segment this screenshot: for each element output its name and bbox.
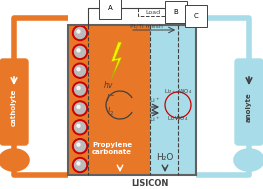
Circle shape	[74, 28, 85, 39]
FancyBboxPatch shape	[235, 59, 263, 145]
Text: Pt/Ti mesh: Pt/Ti mesh	[130, 23, 163, 28]
Text: Load: Load	[145, 9, 161, 15]
Circle shape	[74, 122, 85, 133]
Circle shape	[74, 160, 85, 170]
Text: Propylene
carbonate: Propylene carbonate	[92, 142, 132, 154]
Text: LISICON: LISICON	[131, 178, 169, 187]
Text: $I^-$: $I^-$	[106, 92, 116, 103]
Circle shape	[73, 63, 88, 78]
Text: A: A	[108, 5, 112, 11]
Circle shape	[73, 44, 88, 59]
Circle shape	[73, 26, 88, 40]
Circle shape	[77, 162, 80, 165]
Circle shape	[73, 82, 88, 97]
Circle shape	[74, 84, 85, 95]
Circle shape	[77, 87, 80, 90]
Circle shape	[74, 141, 85, 152]
Text: Li$^+$: Li$^+$	[149, 96, 161, 105]
Bar	[150, 25, 196, 175]
Circle shape	[73, 101, 88, 116]
Circle shape	[77, 49, 80, 52]
Ellipse shape	[234, 149, 263, 171]
Circle shape	[77, 68, 80, 71]
Text: $I_2$: $I_2$	[107, 106, 115, 119]
Text: hv: hv	[103, 81, 113, 90]
Circle shape	[74, 103, 85, 114]
Circle shape	[73, 120, 88, 135]
Circle shape	[73, 157, 88, 173]
Polygon shape	[111, 42, 122, 80]
Circle shape	[77, 143, 80, 146]
Text: catholyte: catholyte	[11, 88, 17, 126]
Ellipse shape	[0, 149, 29, 171]
Circle shape	[74, 65, 85, 76]
Circle shape	[77, 30, 80, 33]
Bar	[150, 25, 196, 175]
Bar	[68, 25, 196, 175]
Text: C: C	[194, 13, 198, 19]
Text: Li$_2$WO$_4$: Li$_2$WO$_4$	[167, 114, 189, 123]
Circle shape	[74, 46, 85, 57]
Text: Li$^+$: Li$^+$	[149, 115, 161, 124]
Text: Li$_{2+x}$WO$_4$: Li$_{2+x}$WO$_4$	[164, 87, 192, 96]
Bar	[68, 25, 150, 175]
FancyBboxPatch shape	[0, 59, 28, 145]
Text: H₂O: H₂O	[156, 153, 174, 163]
Circle shape	[73, 139, 88, 154]
Text: B: B	[174, 9, 178, 15]
Text: anolyte: anolyte	[246, 92, 252, 122]
Circle shape	[77, 124, 80, 127]
Circle shape	[77, 105, 80, 108]
